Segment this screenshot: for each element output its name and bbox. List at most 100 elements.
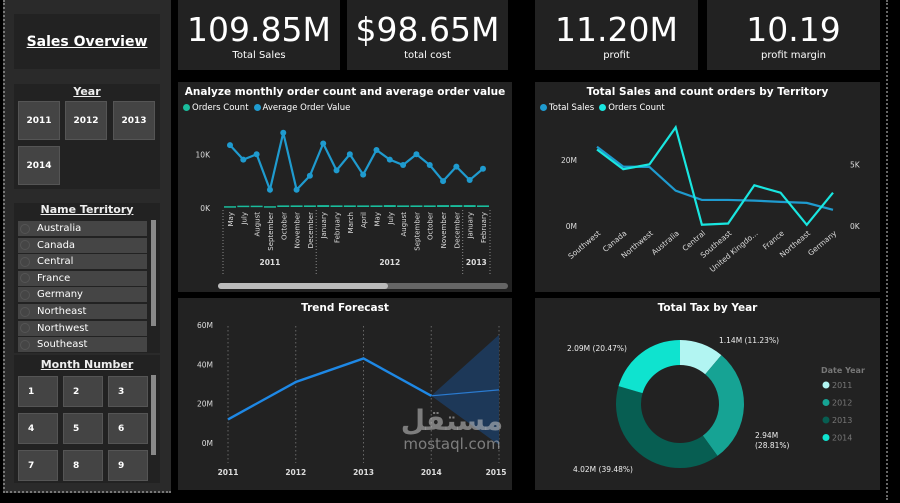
kpi-value: 11.20M <box>555 10 678 49</box>
month-button-2[interactable]: 2 <box>63 376 103 407</box>
average-order-value-point <box>306 172 313 179</box>
radio-icon[interactable] <box>20 306 30 317</box>
territory-label: France <box>37 272 71 284</box>
data-label: 1.14M (11.23%) <box>719 336 779 345</box>
territory-label: Central <box>37 256 74 268</box>
chart-plot: 0K 10K May July August September October Novemb… <box>196 129 491 276</box>
x-tick-label: Southwest <box>566 229 602 261</box>
average-order-value-point <box>266 186 273 193</box>
month-button-1[interactable]: 1 <box>18 376 58 407</box>
month-button-3[interactable]: 3 <box>108 376 148 407</box>
data-label: 2.94M (28.81%) <box>755 431 790 450</box>
chart-title: Trend Forecast <box>301 302 389 314</box>
x-tick-label: May <box>373 212 381 226</box>
chart-title: Analyze monthly order count and average … <box>184 86 506 98</box>
kpi-value: 10.19 <box>746 10 841 49</box>
kpi-label: profit <box>603 50 630 61</box>
average-order-value-point <box>386 156 393 163</box>
page-title: Sales Overview <box>26 33 148 50</box>
orders-count-bar <box>397 205 410 207</box>
y-right-tick-label: 5K <box>850 160 861 169</box>
x-tick-label: September <box>267 212 275 251</box>
legend-dot-icon <box>599 104 607 111</box>
orders-count-bar <box>383 205 396 207</box>
x-group-label: 2013 <box>466 258 487 267</box>
average-order-value-point <box>346 151 353 158</box>
orders-count-bar <box>303 205 316 207</box>
radio-icon[interactable] <box>20 289 30 300</box>
territory-item-northeast[interactable]: Northeast <box>18 304 147 319</box>
kpi-profit-margin: 10.19 profit margin <box>707 0 880 70</box>
title-box: Sales Overview <box>14 14 160 69</box>
territory-scrollbar[interactable] <box>151 220 156 326</box>
tax-by-year-chart: Total Tax by Year 1.14M (11.23%) 2.94M (28… <box>535 298 880 490</box>
legend-item: Orders Count <box>599 103 665 113</box>
radio-icon[interactable] <box>20 323 30 334</box>
x-tick-label: July <box>240 212 248 226</box>
x-tick-label: United Kingdo... <box>708 229 760 274</box>
y-right-tick-label: 0K <box>850 222 861 231</box>
legend-dot-icon <box>253 104 261 111</box>
legend: Total Sales Orders Count <box>535 103 880 113</box>
territory-item-northwest[interactable]: Northwest <box>18 320 147 336</box>
territory-item-germany[interactable]: Germany <box>18 287 147 303</box>
territory-item-france[interactable]: France <box>18 270 147 286</box>
orders-count-line <box>596 124 834 227</box>
territory-item-canada[interactable]: Canada <box>18 237 147 253</box>
average-order-value-point <box>320 140 327 147</box>
average-order-value-point <box>280 129 287 136</box>
average-order-value-point <box>227 142 233 149</box>
radio-icon[interactable] <box>20 240 30 251</box>
year-button-2013[interactable]: 2013 <box>113 101 155 140</box>
year-button-2011[interactable]: 2011 <box>18 101 60 140</box>
x-tick-label: October <box>280 212 288 240</box>
month-scrollbar[interactable] <box>151 375 156 455</box>
average-order-value-point <box>480 165 486 172</box>
legend-dot-icon <box>822 399 830 406</box>
legend: Orders Count Average Order Value <box>178 103 512 113</box>
territory-item-australia[interactable]: Australia <box>18 221 147 236</box>
x-tick-label: 2014 <box>421 468 442 477</box>
radio-icon[interactable] <box>20 339 30 350</box>
orders-count-bar <box>450 205 463 207</box>
month-button-6[interactable]: 6 <box>108 413 148 444</box>
actual-trend-line <box>227 357 432 421</box>
y-tick-label: 10K <box>196 150 212 159</box>
month-button-4[interactable]: 4 <box>18 413 58 444</box>
territory-item-southeast[interactable]: Southeast <box>18 337 147 353</box>
legend-label: 2013 <box>832 416 852 425</box>
year-button-2014[interactable]: 2014 <box>18 146 60 185</box>
average-order-value-line <box>229 132 484 194</box>
x-tick-label: November <box>294 212 302 249</box>
y-tick-label: 0M <box>202 439 213 448</box>
radio-icon[interactable] <box>20 223 30 234</box>
month-button-5[interactable]: 5 <box>63 413 103 444</box>
horizontal-scrollbar[interactable] <box>218 283 508 289</box>
territory-label: Southeast <box>37 339 88 351</box>
x-tick-label: December <box>307 212 315 248</box>
territory-item-central[interactable]: Central <box>18 254 147 270</box>
x-tick-label: March <box>347 212 355 233</box>
year-slicer: Year 2011 2012 2013 2014 <box>14 84 160 189</box>
orders-count-bar <box>357 205 370 207</box>
year-button-2012[interactable]: 2012 <box>65 101 107 140</box>
average-order-value-point <box>400 162 407 168</box>
x-tick-label: September <box>413 212 421 251</box>
month-button-7[interactable]: 7 <box>18 450 58 481</box>
average-order-value-point <box>466 177 473 184</box>
month-button-8[interactable]: 8 <box>63 450 103 481</box>
scrollbar-thumb[interactable] <box>218 283 388 289</box>
radio-icon[interactable] <box>20 256 30 267</box>
kpi-total-sales: 109.85M Total Sales <box>178 0 340 70</box>
legend-title: Date Year <box>821 366 865 375</box>
x-tick-label: February <box>334 212 342 243</box>
y-tick-label: 60M <box>197 321 213 330</box>
month-button-9[interactable]: 9 <box>108 450 148 481</box>
legend-label: Total Sales <box>549 103 595 113</box>
x-tick-label: February <box>480 212 488 243</box>
chart-title: Total Sales and count orders by Territor… <box>586 86 829 98</box>
orders-count-bar <box>343 205 356 207</box>
chart-plot: 0M20M0K5KSouthwestCanadaNorthwestAustral… <box>561 124 861 274</box>
radio-icon[interactable] <box>20 273 30 284</box>
legend-dot-icon <box>822 434 830 441</box>
